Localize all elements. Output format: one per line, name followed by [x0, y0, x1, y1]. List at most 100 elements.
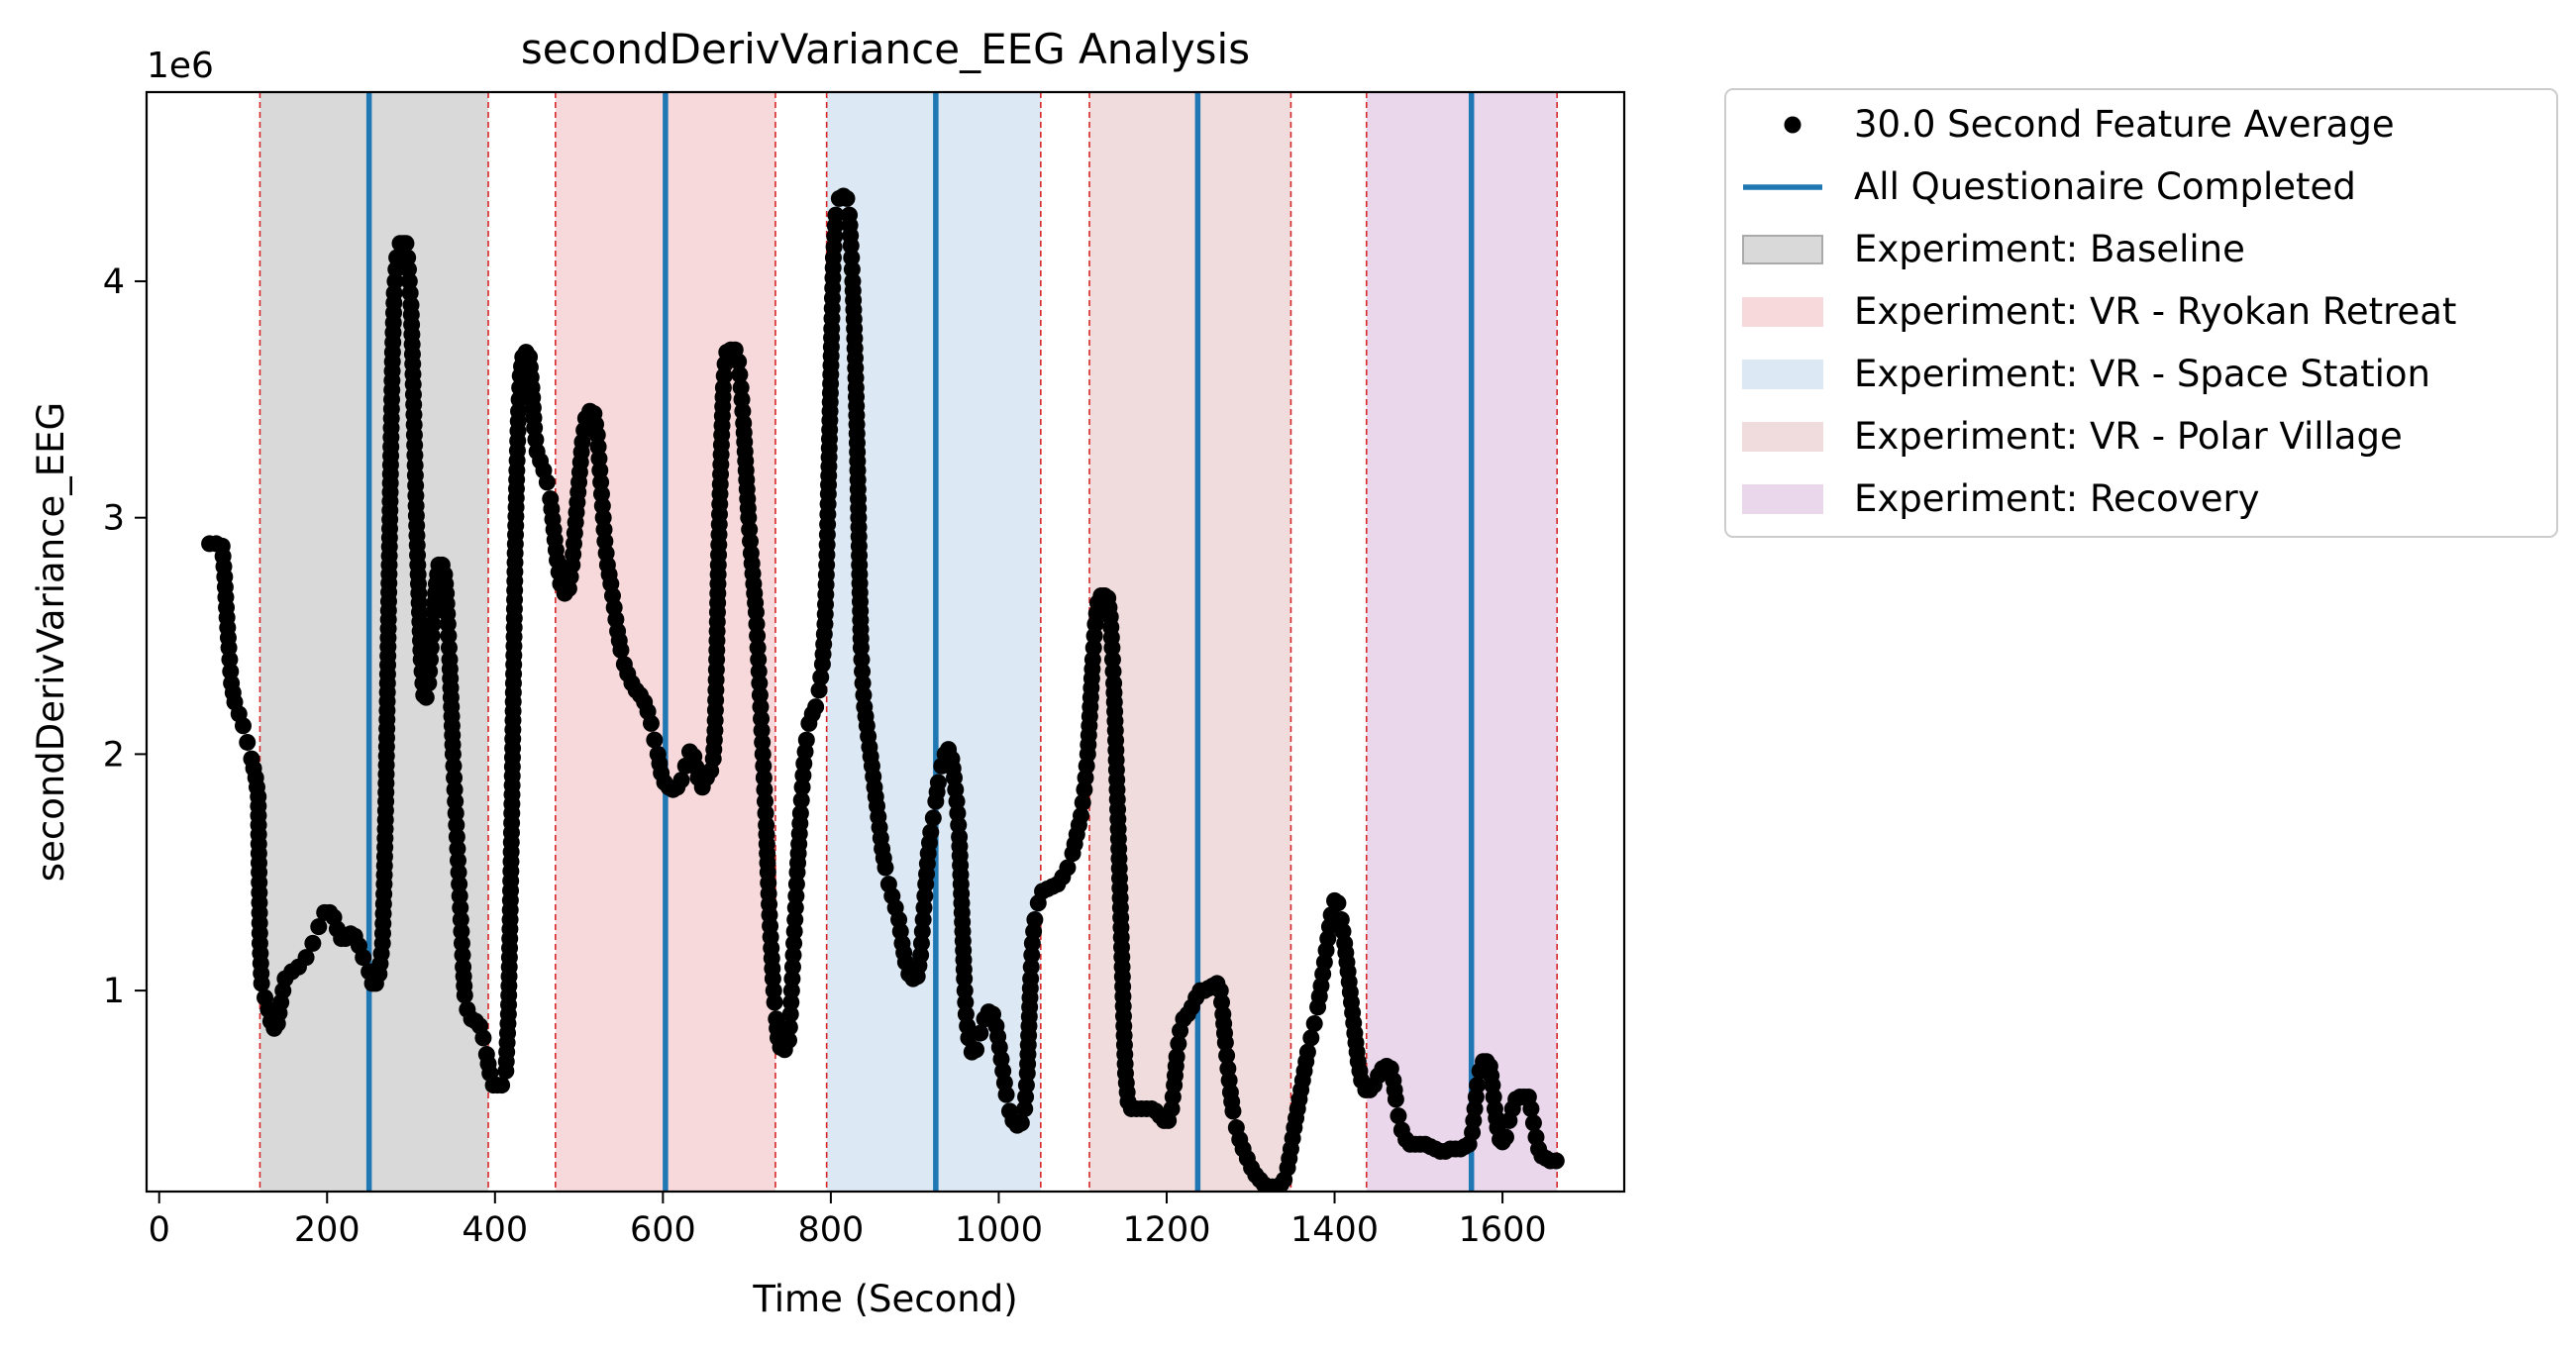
data-point — [234, 717, 252, 735]
legend-patch-icon — [1742, 484, 1823, 514]
data-point — [1012, 1114, 1030, 1132]
data-point — [753, 722, 771, 740]
data-point — [1059, 859, 1077, 877]
data-point — [1524, 1114, 1542, 1132]
data-point — [807, 698, 825, 716]
data-point — [785, 922, 803, 940]
data-point — [797, 731, 815, 749]
data-point — [450, 852, 467, 870]
data-point — [782, 993, 800, 1011]
data-point — [417, 688, 435, 706]
data-point — [453, 934, 470, 952]
y-tick-label: 3 — [103, 499, 125, 539]
data-point — [810, 681, 828, 699]
x-tick-label: 1600 — [1459, 1210, 1547, 1250]
x-tick-label: 400 — [462, 1210, 528, 1250]
y-tick-label: 4 — [103, 262, 125, 302]
legend-patch-icon — [1742, 422, 1823, 452]
y-tick-label: 2 — [103, 735, 125, 775]
x-axis: 0 200 400 600 800 1000 1200 1400 1600 — [149, 1192, 1547, 1250]
data-point — [444, 745, 462, 763]
data-point — [784, 946, 802, 964]
data-point — [1073, 806, 1090, 824]
data-point — [755, 769, 773, 786]
x-tick-label: 1000 — [955, 1210, 1043, 1250]
data-point — [1074, 793, 1091, 811]
data-point — [253, 975, 270, 992]
data-point — [853, 651, 871, 669]
data-point — [1390, 1107, 1407, 1125]
data-point — [448, 816, 465, 834]
legend-label: Experiment: Baseline — [1854, 228, 2245, 270]
data-point — [397, 235, 415, 253]
data-point — [450, 864, 467, 882]
x-tick-label: 800 — [797, 1210, 864, 1250]
data-point — [780, 1031, 798, 1049]
data-point — [755, 757, 773, 775]
data-point — [852, 639, 870, 657]
data-point — [355, 949, 372, 967]
data-point — [1302, 1029, 1320, 1047]
data-point — [1469, 1077, 1487, 1094]
data-point — [791, 804, 809, 822]
data-point — [747, 603, 765, 621]
legend-marker-icon — [1784, 116, 1802, 134]
data-point — [750, 651, 768, 669]
data-point — [1224, 1102, 1242, 1120]
legend-patch-icon — [1742, 235, 1823, 264]
data-point — [787, 876, 805, 893]
data-point — [968, 1041, 985, 1059]
data-point — [838, 189, 856, 207]
data-point — [842, 237, 860, 255]
data-point — [748, 615, 766, 633]
data-point — [1218, 1047, 1236, 1065]
data-point — [1329, 894, 1347, 912]
data-point — [783, 958, 801, 976]
data-point — [447, 804, 464, 822]
data-point — [756, 780, 773, 798]
data-point — [1547, 1152, 1565, 1170]
data-point — [493, 1077, 511, 1094]
data-point — [456, 987, 473, 1004]
plot-frame — [145, 90, 1626, 1194]
x-tick-label: 0 — [149, 1210, 170, 1250]
data-point — [997, 1086, 1015, 1103]
data-point — [1170, 1035, 1187, 1053]
legend-patch-icon — [1742, 297, 1823, 327]
data-point — [754, 745, 772, 763]
data-point — [782, 982, 800, 999]
data-point — [448, 828, 465, 846]
data-point — [843, 260, 861, 278]
data-point — [1104, 663, 1122, 680]
x-axis-label: Time (Second) — [752, 1278, 1017, 1320]
data-point — [1168, 1048, 1185, 1066]
data-point — [672, 772, 690, 789]
legend-label: Experiment: VR - Space Station — [1854, 353, 2430, 395]
data-point — [785, 934, 803, 952]
data-point — [780, 1018, 798, 1036]
data-point — [445, 757, 463, 775]
data-point — [751, 686, 769, 704]
x-tick-label: 1200 — [1122, 1210, 1210, 1250]
data-point — [646, 731, 664, 749]
data-point — [786, 899, 804, 917]
y-axis: 1 2 3 4 — [103, 262, 147, 1011]
data-point — [787, 887, 805, 905]
chart-title: secondDerivVariance_EEG Analysis — [521, 25, 1250, 73]
legend-label: All Questionaire Completed — [1854, 165, 2356, 208]
data-point — [446, 780, 464, 798]
data-point — [754, 733, 772, 751]
data-point — [452, 910, 469, 928]
data-point — [751, 675, 769, 692]
data-point — [757, 804, 774, 822]
questionnaire-line-layer — [365, 92, 1475, 1192]
data-point — [453, 922, 470, 940]
data-point — [612, 641, 630, 659]
data-point — [922, 823, 940, 841]
data-point — [239, 733, 257, 751]
x-tick-label: 600 — [630, 1210, 696, 1250]
data-point — [792, 791, 810, 809]
data-point — [876, 859, 894, 877]
